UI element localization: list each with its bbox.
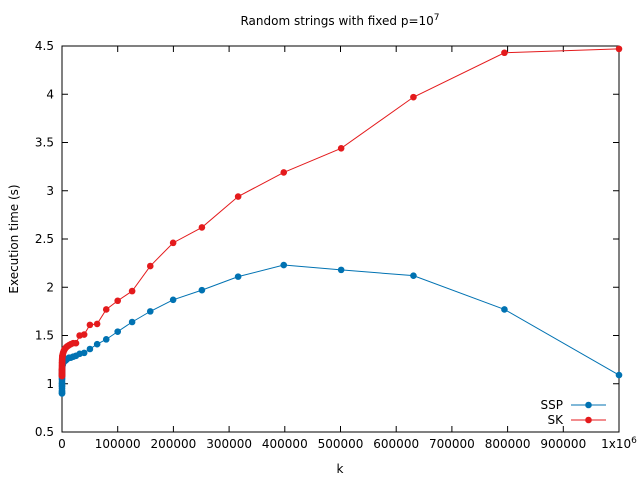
data-point-ssp	[80, 349, 88, 357]
data-point-ssp	[615, 371, 623, 379]
legend-label-sk: SK	[548, 413, 565, 427]
x-tick-label: 200000	[150, 437, 196, 451]
data-point-ssp	[198, 286, 206, 294]
data-point-ssp	[501, 306, 508, 313]
series-lines	[61, 48, 620, 394]
y-tick-label: 4	[46, 87, 54, 101]
data-point-sk	[93, 320, 101, 328]
data-point-sk	[72, 339, 80, 347]
x-tick-label: 1x106	[601, 436, 637, 451]
data-point-ssp	[102, 336, 110, 343]
data-point-sk	[80, 331, 88, 338]
legend-label-ssp: SSP	[541, 398, 563, 412]
data-point-ssp	[114, 328, 121, 335]
data-point-sk	[615, 45, 623, 53]
y-tick-label: 0.5	[35, 425, 54, 439]
y-tick-label: 3	[46, 184, 54, 198]
legend-marker-sk	[585, 416, 592, 424]
data-point-sk	[128, 287, 136, 295]
x-tick-label: 400000	[262, 437, 308, 451]
x-tick-label: 0	[58, 437, 66, 451]
data-point-ssp	[234, 273, 242, 280]
chart-title: Random strings with fixed p=107	[240, 13, 439, 28]
data-point-sk	[169, 239, 177, 247]
y-tick-label: 1	[46, 377, 54, 391]
data-point-ssp	[146, 308, 154, 315]
x-tick-label: 800000	[485, 437, 531, 451]
data-point-sk	[280, 169, 288, 176]
x-tick-label: 100000	[95, 437, 141, 451]
plot-border	[61, 45, 620, 433]
data-point-sk	[501, 49, 508, 57]
data-point-sk	[337, 144, 345, 152]
data-point-ssp	[86, 345, 94, 353]
x-tick-label: 300000	[206, 437, 252, 451]
data-point-sk	[146, 262, 154, 270]
y-axis-label: Execution time (s)	[7, 184, 21, 293]
x-tick-label: 900000	[540, 437, 586, 451]
y-tick-label: 4.5	[35, 39, 54, 53]
y-tick-label: 2.5	[35, 232, 54, 246]
data-point-ssp	[410, 272, 417, 279]
data-point-ssp	[280, 261, 288, 269]
x-axis-label: k	[337, 462, 344, 476]
data-point-sk	[86, 321, 94, 329]
data-point-ssp	[93, 340, 101, 348]
y-tick-label: 2	[46, 280, 54, 294]
data-point-sk	[114, 297, 121, 305]
y-tick-label: 1.5	[35, 329, 54, 343]
data-point-ssp	[128, 318, 136, 326]
series-points	[58, 45, 623, 397]
legend-marker-ssp	[585, 401, 592, 409]
data-point-sk	[102, 306, 110, 313]
data-point-ssp	[169, 296, 177, 304]
series-line-ssp	[61, 264, 620, 394]
y-tick-label: 3.5	[35, 136, 54, 150]
data-point-ssp	[337, 266, 345, 274]
x-tick-label: 600000	[373, 437, 419, 451]
plot-area	[61, 45, 620, 433]
axis-ticks: 0 100000 200000 300000 400000 500000 600000 700…	[35, 39, 637, 451]
x-tick-label: 700000	[429, 437, 475, 451]
x-tick-label: 500000	[318, 437, 364, 451]
data-point-sk	[410, 93, 417, 101]
data-point-sk	[198, 224, 206, 231]
data-point-sk	[234, 193, 242, 200]
